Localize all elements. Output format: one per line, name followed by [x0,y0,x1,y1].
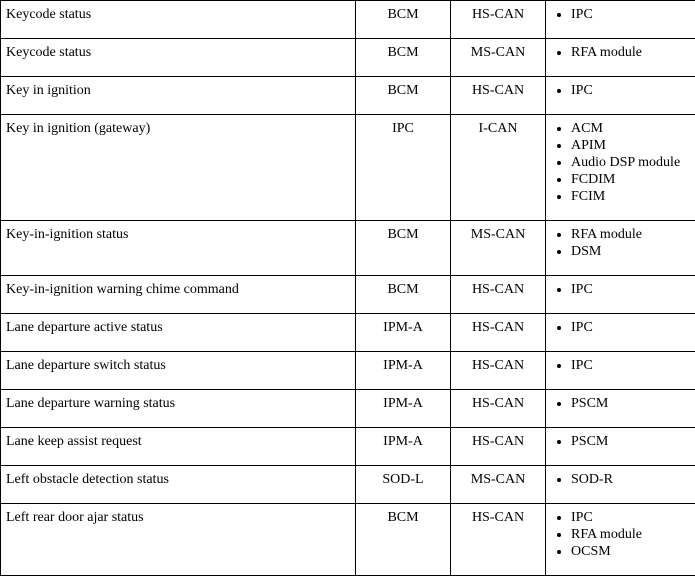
list-item: PSCM [571,396,690,412]
signal-cell: Left obstacle detection status [1,466,356,504]
signal-cell: Lane departure warning status [1,390,356,428]
bus-cell: HS-CAN [451,504,546,576]
targets-cell: IPC [546,352,695,390]
list-item: IPC [571,7,690,23]
table-row: Lane keep assist requestIPM-AHS-CAN PSCM [1,428,695,466]
signal-cell: Key in ignition [1,77,356,115]
source-cell: BCM [356,77,451,115]
signal-cell: Keycode status [1,1,356,39]
bus-cell: HS-CAN [451,428,546,466]
table-row: Key-in-ignition statusBCMMS-CANRFA modul… [1,221,695,276]
list-item: IPC [571,510,690,526]
signal-cell: Key-in-ignition status [1,221,356,276]
list-item: ACM [571,121,690,137]
list-item: SOD-R [571,472,690,488]
list-item: RFA module [571,527,690,543]
table-row: Keycode statusBCMMS-CAN RFA module [1,39,695,77]
targets-list: IPC [551,83,690,99]
signal-cell: Lane departure active status [1,314,356,352]
signal-table: Keycode statusBCMHS-CANIPCKeycode status… [0,0,695,576]
signal-cell: Key-in-ignition warning chime command [1,276,356,314]
bus-cell: HS-CAN [451,314,546,352]
signal-table-body: Keycode statusBCMHS-CANIPCKeycode status… [1,1,695,576]
source-cell: IPM-A [356,390,451,428]
table-row: Keycode statusBCMHS-CAN IPC [1,1,695,39]
list-item: IPC [571,282,690,298]
signal-cell: Left rear door ajar status [1,504,356,576]
targets-list: RFA module [551,45,690,61]
signal-cell: Key in ignition (gateway) [1,115,356,221]
source-cell: BCM [356,39,451,77]
bus-cell: HS-CAN [451,276,546,314]
signal-cell: Lane departure switch status [1,352,356,390]
bus-cell: MS-CAN [451,466,546,504]
source-cell: BCM [356,1,451,39]
targets-cell: PSCM [546,390,695,428]
table-row: Key in ignition (gateway)IPCI-CANACMAPIM… [1,115,695,221]
targets-cell: SOD-R [546,466,695,504]
targets-list: IPC [551,358,690,374]
table-row: Key-in-ignition warning chime commandBCM… [1,276,695,314]
list-item: DSM [571,244,690,260]
list-item: OCSM [571,544,690,560]
list-item: FCDIM [571,172,690,188]
bus-cell: HS-CAN [451,390,546,428]
targets-cell: RFA moduleDSM [546,221,695,276]
targets-list: RFA moduleDSM [551,227,690,260]
source-cell: BCM [356,504,451,576]
targets-cell: IPC [546,1,695,39]
targets-list: IPC [551,7,690,23]
signal-cell: Lane keep assist request [1,428,356,466]
table-row: Lane departure warning statusIPM-AHS-CAN… [1,390,695,428]
targets-cell: ACMAPIMAudio DSP moduleFCDIMFCIM [546,115,695,221]
targets-list: IPCRFA moduleOCSM [551,510,690,560]
targets-list: ACMAPIMAudio DSP moduleFCDIMFCIM [551,121,690,205]
targets-list: PSCM [551,396,690,412]
list-item: FCIM [571,189,690,205]
list-item: IPC [571,358,690,374]
list-item: IPC [571,320,690,336]
bus-cell: I-CAN [451,115,546,221]
list-item: PSCM [571,434,690,450]
signal-cell: Keycode status [1,39,356,77]
list-item: APIM [571,138,690,154]
bus-cell: HS-CAN [451,352,546,390]
targets-cell: IPC [546,77,695,115]
targets-cell: IPC [546,314,695,352]
source-cell: IPC [356,115,451,221]
source-cell: IPM-A [356,428,451,466]
source-cell: SOD-L [356,466,451,504]
source-cell: BCM [356,276,451,314]
source-cell: IPM-A [356,352,451,390]
bus-cell: MS-CAN [451,39,546,77]
table-row: Left rear door ajar statusBCMHS-CANIPCRF… [1,504,695,576]
targets-list: IPC [551,282,690,298]
table-row: Lane departure active statusIPM-AHS-CAN I… [1,314,695,352]
bus-cell: MS-CAN [451,221,546,276]
targets-cell: IPC [546,276,695,314]
table-row: Key in ignitionBCMHS-CAN IPC [1,77,695,115]
list-item: RFA module [571,227,690,243]
list-item: RFA module [571,45,690,61]
list-item: IPC [571,83,690,99]
bus-cell: HS-CAN [451,1,546,39]
targets-list: PSCM [551,434,690,450]
bus-cell: HS-CAN [451,77,546,115]
list-item: Audio DSP module [571,155,690,171]
targets-cell: IPCRFA moduleOCSM [546,504,695,576]
targets-cell: RFA module [546,39,695,77]
targets-list: IPC [551,320,690,336]
table-row: Lane departure switch statusIPM-AHS-CAN I… [1,352,695,390]
source-cell: BCM [356,221,451,276]
targets-cell: PSCM [546,428,695,466]
table-row: Left obstacle detection statusSOD-LMS-CA… [1,466,695,504]
source-cell: IPM-A [356,314,451,352]
targets-list: SOD-R [551,472,690,488]
